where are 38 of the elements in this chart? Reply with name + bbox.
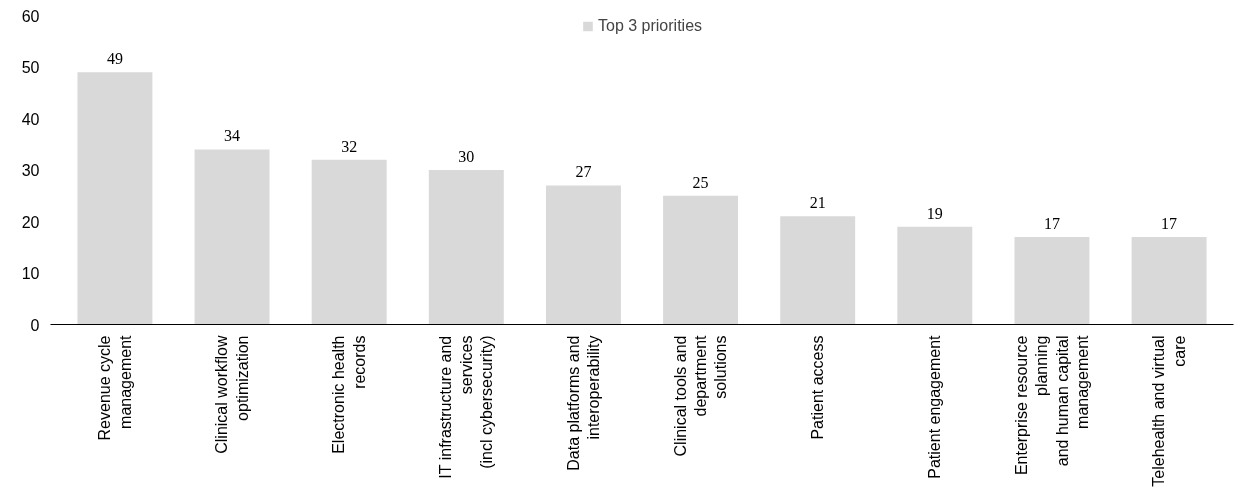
bar <box>428 170 504 325</box>
y-tick-label: 10 <box>21 265 40 282</box>
bar <box>311 159 387 325</box>
bar <box>897 226 973 325</box>
y-tick-label: 60 <box>21 7 40 25</box>
x-tick-label: Patient access <box>809 335 827 440</box>
data-label: 30 <box>458 148 475 165</box>
x-tick-label: Data platforms and interoperability <box>564 335 603 471</box>
bar <box>780 216 856 325</box>
data-label: 17 <box>1161 214 1178 232</box>
data-label: 19 <box>926 204 943 222</box>
x-tick-label: Patient engagement <box>926 334 944 479</box>
data-label: 32 <box>341 137 358 155</box>
data-label: 49 <box>106 50 123 68</box>
x-tick-label: Telehealth and virtual care <box>1150 335 1188 487</box>
data-label: 21 <box>809 194 826 212</box>
bar <box>1131 236 1207 325</box>
y-tick-label: 20 <box>21 213 40 231</box>
x-tick-label: Clinical tools and department solutions <box>671 334 730 457</box>
bar <box>545 185 621 325</box>
bar <box>77 72 153 325</box>
y-tick-label: 30 <box>21 162 40 179</box>
bar <box>663 195 739 325</box>
data-label: 27 <box>575 163 592 181</box>
data-label: 34 <box>224 127 241 145</box>
x-tick-label: Enterprise resource planning and human capital management <box>1012 334 1092 476</box>
x-tick-label: Clinical workflow optimization <box>213 335 251 454</box>
y-tick-label: 0 <box>30 316 40 334</box>
bar <box>1014 236 1090 325</box>
x-tick-label: Electronic health records <box>330 335 368 454</box>
data-label: 25 <box>692 173 709 191</box>
bar <box>194 149 270 325</box>
data-label: 17 <box>1043 214 1060 232</box>
x-tick-label: Revenue cycle management <box>96 334 134 441</box>
y-tick-label: 40 <box>21 110 40 128</box>
y-tick-label: 50 <box>21 59 40 76</box>
x-tick-label: IT infrastructure and services (incl cybersecurity) <box>437 335 496 479</box>
legend-label: Top 3 priorities <box>597 17 703 35</box>
